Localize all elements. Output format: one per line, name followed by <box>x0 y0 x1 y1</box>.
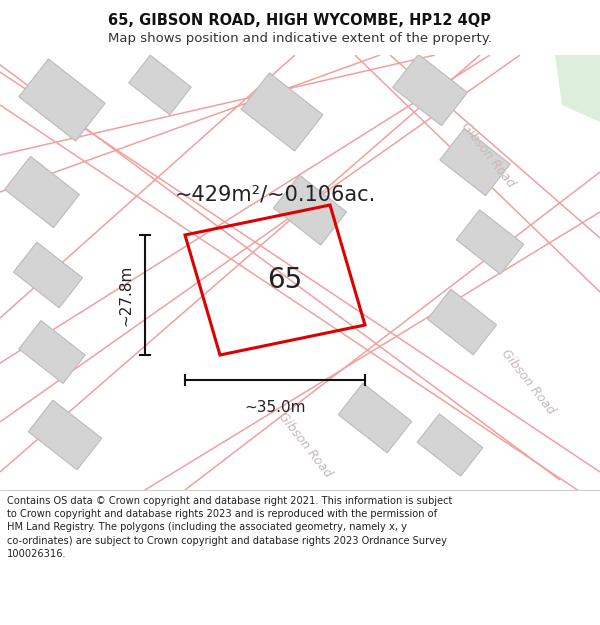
Text: 100026316.: 100026316. <box>7 549 67 559</box>
Text: 65, GIBSON ROAD, HIGH WYCOMBE, HP12 4QP: 65, GIBSON ROAD, HIGH WYCOMBE, HP12 4QP <box>109 13 491 28</box>
Text: HM Land Registry. The polygons (including the associated geometry, namely x, y: HM Land Registry. The polygons (includin… <box>7 522 407 532</box>
Text: ~429m²/~0.106ac.: ~429m²/~0.106ac. <box>175 185 376 205</box>
Polygon shape <box>5 156 79 228</box>
Polygon shape <box>392 54 467 126</box>
Polygon shape <box>19 59 105 141</box>
Text: Gibson Road: Gibson Road <box>458 120 517 190</box>
Polygon shape <box>427 289 497 355</box>
Text: to Crown copyright and database rights 2023 and is reproduced with the permissio: to Crown copyright and database rights 2… <box>7 509 437 519</box>
Text: Contains OS data © Crown copyright and database right 2021. This information is : Contains OS data © Crown copyright and d… <box>7 496 452 506</box>
Text: Gibson Road: Gibson Road <box>499 347 557 417</box>
Polygon shape <box>456 210 524 274</box>
Polygon shape <box>19 321 85 383</box>
Polygon shape <box>28 400 102 470</box>
Polygon shape <box>338 383 412 453</box>
Text: ~35.0m: ~35.0m <box>244 400 306 415</box>
Text: Gibson Road: Gibson Road <box>275 410 334 480</box>
Text: co-ordinates) are subject to Crown copyright and database rights 2023 Ordnance S: co-ordinates) are subject to Crown copyr… <box>7 536 447 546</box>
Text: 65: 65 <box>268 266 302 294</box>
Polygon shape <box>274 175 347 245</box>
Polygon shape <box>440 128 510 196</box>
Polygon shape <box>129 55 191 115</box>
Polygon shape <box>13 242 83 308</box>
Text: ~27.8m: ~27.8m <box>118 264 133 326</box>
Polygon shape <box>555 55 600 122</box>
Polygon shape <box>417 414 483 476</box>
Polygon shape <box>241 73 323 151</box>
Text: Map shows position and indicative extent of the property.: Map shows position and indicative extent… <box>108 32 492 45</box>
